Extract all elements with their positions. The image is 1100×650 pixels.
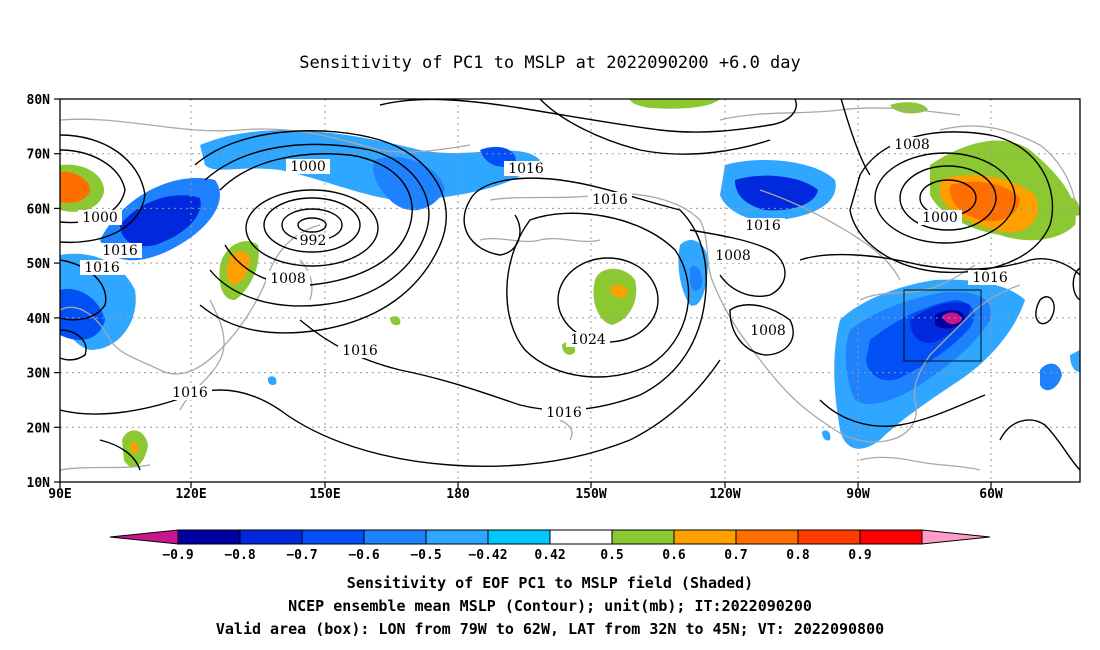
lat-label: 60N <box>27 202 51 217</box>
contour-label: 1008 <box>715 248 751 264</box>
colorbar-label: −0.8 <box>224 548 255 563</box>
contour-label: 1024 <box>570 332 606 348</box>
contour-label: 1016 <box>972 270 1008 286</box>
colorbar-cell <box>549 529 613 545</box>
contour-label: 1016 <box>172 385 208 401</box>
caption-line-1: Sensitivity of EOF PC1 to MSLP field (Sh… <box>347 574 753 592</box>
caption-line-3: Valid area (box): LON from 79W to 62W, L… <box>216 620 884 638</box>
lon-label: 150E <box>309 487 340 502</box>
contour-label: 1008 <box>750 323 786 339</box>
contour-label: 1016 <box>508 161 544 177</box>
lat-label: 10N <box>27 476 51 491</box>
sensitivity-shading <box>60 99 1080 468</box>
colorbar-cell <box>735 529 799 545</box>
axis-ticks <box>54 98 992 488</box>
contour-label: 1000 <box>922 210 958 226</box>
colorbar-label: 0.5 <box>600 548 623 563</box>
colorbar-label: 0.8 <box>786 548 810 563</box>
colorbar-cells <box>109 529 991 545</box>
mslp-contours <box>60 99 1080 471</box>
plot-frame <box>59 98 1081 483</box>
colorbar-cell <box>239 529 303 545</box>
caption-line-2: NCEP ensemble mean MSLP (Contour); unit(… <box>288 597 812 615</box>
colorbar-cell <box>797 529 861 545</box>
colorbar-labels: −0.9 −0.8 −0.7 −0.6 −0.5 −0.42 0.42 0.5 0.6 0.7 0.… <box>162 548 871 563</box>
contour-label: 1008 <box>270 271 306 287</box>
contour-label: 1000 <box>82 210 118 226</box>
colorbar-left-arrow <box>109 529 179 545</box>
colorbar-label: 0.9 <box>848 548 871 563</box>
lon-label: 120W <box>709 487 740 502</box>
lat-label: 40N <box>27 312 51 327</box>
colorbar-cell <box>363 529 427 545</box>
colorbar-cell <box>301 529 365 545</box>
graticule <box>60 99 1080 482</box>
colorbar: −0.9 −0.8 −0.7 −0.6 −0.5 −0.42 0.42 0.5 0.6 0.7 0.… <box>109 529 991 563</box>
contour-value-labels: 1000 1016 1016 1016 1000 1008 1016 992 1… <box>78 137 1012 421</box>
colorbar-label: −0.42 <box>468 548 507 563</box>
lon-label: 150W <box>575 487 606 502</box>
colorbar-cell <box>177 529 241 545</box>
lon-label: 60W <box>979 487 1003 502</box>
contour-label: 1000 <box>290 159 326 175</box>
contour-label: 1008 <box>894 137 930 153</box>
lon-label: 90W <box>846 487 870 502</box>
lat-label: 20N <box>27 421 51 436</box>
contour-label: 1016 <box>342 343 378 359</box>
colorbar-label: 0.6 <box>662 548 686 563</box>
contour-label: 1016 <box>745 218 781 234</box>
colorbar-label: −0.9 <box>162 548 193 563</box>
longitude-labels: 90E 120E 150E 180 150W 120W 90W 60W <box>48 487 1003 502</box>
lon-label: 120E <box>175 487 206 502</box>
colorbar-cell <box>673 529 737 545</box>
contour-label: 1016 <box>592 192 628 208</box>
colorbar-label: −0.7 <box>286 548 317 563</box>
lon-label: 180 <box>446 487 470 502</box>
colorbar-right-arrow <box>921 529 991 545</box>
lat-label: 70N <box>27 148 51 163</box>
map-title: Sensitivity of PC1 to MSLP at 2022090200… <box>299 53 801 73</box>
lat-label: 50N <box>27 257 51 272</box>
valid-area-box <box>903 289 982 362</box>
colorbar-label: 0.7 <box>724 548 747 563</box>
contour-label: 992 <box>300 233 327 249</box>
colorbar-label: −0.5 <box>410 548 441 563</box>
map-plot-area <box>60 99 1080 482</box>
contour-label: 1016 <box>102 243 138 259</box>
colorbar-cell <box>611 529 675 545</box>
lon-label: 90E <box>48 487 71 502</box>
contour-label: 1016 <box>84 260 120 276</box>
colorbar-label: 0.42 <box>534 548 565 563</box>
lat-label: 80N <box>27 93 51 108</box>
colorbar-cell <box>425 529 489 545</box>
latitude-labels: 80N 70N 60N 50N 40N 30N 20N 10N <box>27 93 51 491</box>
lat-label: 30N <box>27 367 51 382</box>
colorbar-label: −0.6 <box>348 548 379 563</box>
contour-label: 1016 <box>546 405 582 421</box>
colorbar-cell <box>487 529 551 545</box>
colorbar-cell <box>859 529 923 545</box>
